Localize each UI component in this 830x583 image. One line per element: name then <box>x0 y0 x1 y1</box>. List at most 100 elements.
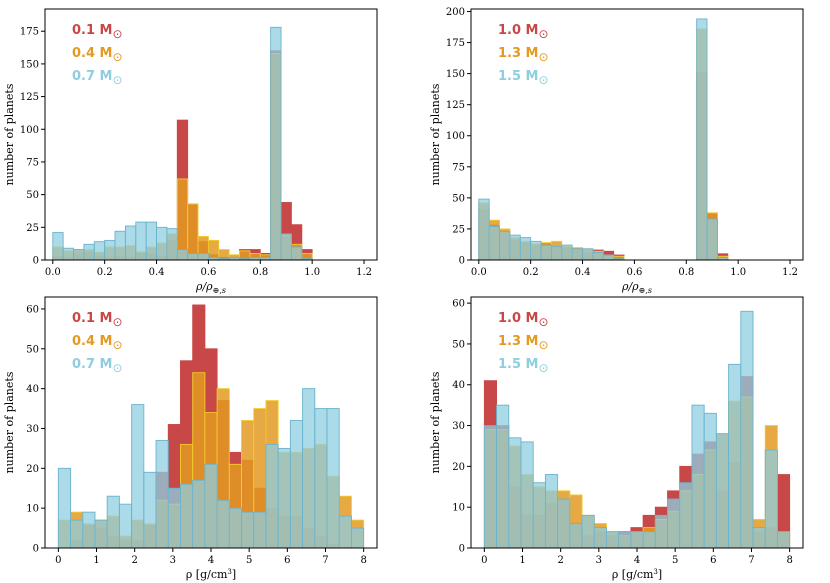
bar-blue-7 <box>143 471 157 548</box>
bar-orange-12 <box>176 178 189 260</box>
bar-blue-3 <box>509 234 521 260</box>
x-axis-label: ρ/ρ⊕,s <box>621 280 652 295</box>
bar-blue-1 <box>70 519 84 548</box>
series-blue <box>478 18 729 260</box>
bar-blue-23 <box>716 257 729 260</box>
bar-blue-10 <box>156 226 168 260</box>
series-blue <box>57 388 365 548</box>
x-axis-label: ρ/ρ⊕,s <box>195 280 226 295</box>
y-tick-label: 40 <box>452 380 465 391</box>
bar-blue-21 <box>314 408 328 548</box>
panel-top-right: 0.0 0.2 0.4 0.6 0.8 1.0 1.2 0 25 50 75 100 125 150 175… <box>429 7 804 295</box>
bar-blue-11 <box>592 252 604 260</box>
bar-blue-6 <box>131 404 145 548</box>
bar-blue-7 <box>124 225 137 260</box>
y-tick-label: 150 <box>20 59 39 70</box>
bar-blue-6 <box>114 230 126 260</box>
panel-bottom-left: 0 1 2 3 4 5 6 7 8 0 10 20 30 40 50 60 ρ [g/cm3] number of… <box>3 296 378 581</box>
y-axis-label: number of planets <box>429 83 442 185</box>
bar-blue-10 <box>606 531 620 548</box>
x-tick-label: 4 <box>208 555 214 566</box>
bar-blue-19 <box>289 420 304 548</box>
legend: 0.1 M⊙ 0.4 M⊙ 0.7 M⊙ <box>72 23 123 87</box>
y-tick-label: 75 <box>26 157 39 168</box>
y-tick-label: 150 <box>446 69 465 80</box>
legend-entry-red: 1.0 M⊙ <box>498 23 549 41</box>
bar-blue-22 <box>280 233 292 260</box>
bar-blue-4 <box>519 237 532 260</box>
bar-blue-3 <box>83 243 95 260</box>
x-tick-label: 5 <box>246 555 252 566</box>
bar-blue-18 <box>703 412 717 548</box>
bar-blue-5 <box>118 503 133 548</box>
bar-blue-0 <box>483 425 498 548</box>
y-tick-label: 0 <box>459 256 465 267</box>
bar-blue-15 <box>241 511 255 548</box>
y-tick-label: 30 <box>452 421 465 432</box>
panel-top-left: 0.0 0.2 0.4 0.6 0.8 1.0 1.2 0 25 50 75 100 125 150 175… <box>3 8 378 295</box>
x-tick-label: 0.4 <box>575 267 591 278</box>
y-tick-label: 0 <box>33 544 39 555</box>
y-tick-label: 100 <box>20 125 39 136</box>
bar-blue-21 <box>696 18 708 260</box>
bar-blue-9 <box>593 527 607 548</box>
bar-blue-22 <box>706 218 718 260</box>
legend-entry-red: 0.1 M⊙ <box>72 23 123 41</box>
legend-entry-blue: 0.7 M⊙ <box>72 357 123 375</box>
x-tick-label: 0.0 <box>471 267 487 278</box>
bar-blue-3 <box>94 519 108 548</box>
bar-blue-0 <box>57 467 72 548</box>
x-tick-label: 6 <box>710 555 716 566</box>
bar-blue-8 <box>135 221 147 260</box>
y-tick-label: 20 <box>26 464 39 475</box>
bar-blue-2 <box>508 437 522 548</box>
bar-blue-1 <box>488 225 500 260</box>
legend-entry-orange: 0.4 M⊙ <box>72 46 123 64</box>
x-tick-label: 0.6 <box>626 267 642 278</box>
y-tick-label: 50 <box>452 193 465 204</box>
bar-blue-19 <box>715 433 730 548</box>
x-axis-label: ρ [g/cm3] <box>612 568 662 581</box>
bar-blue-11 <box>166 228 178 260</box>
bar-blue-5 <box>530 240 542 260</box>
y-axis-label: number of planets <box>429 371 442 473</box>
bar-blue-13 <box>642 531 656 548</box>
y-tick-label: 50 <box>26 344 39 355</box>
x-tick-label: 8 <box>786 555 792 566</box>
series-red <box>478 71 729 260</box>
axes-frame <box>470 8 804 261</box>
bar-blue-20 <box>302 388 316 548</box>
x-tick-label: 3 <box>596 555 602 566</box>
bar-blue-6 <box>557 498 571 548</box>
x-tick-label: 1.0 <box>730 267 746 278</box>
y-axis-label: number of planets <box>3 83 16 185</box>
bar-blue-1 <box>496 404 510 548</box>
x-tick-label: 3 <box>170 555 176 566</box>
y-axis-label: number of planets <box>3 371 16 473</box>
x-tick-label: 1.2 <box>782 267 798 278</box>
bar-blue-3 <box>520 441 534 548</box>
bar-blue-8 <box>155 439 169 548</box>
x-tick-label: 0.8 <box>252 267 268 278</box>
x-tick-label: 0.6 <box>200 267 216 278</box>
bar-blue-17 <box>691 404 705 548</box>
bar-blue-24 <box>350 527 365 548</box>
panel-bottom-right: 0 1 2 3 4 5 6 7 8 0 10 20 30 40 50 60 ρ [g/cm3] number of… <box>429 296 804 581</box>
x-tick-label: 2 <box>557 555 563 566</box>
bar-blue-4 <box>532 482 546 548</box>
bar-blue-22 <box>326 408 340 548</box>
y-tick-label: 60 <box>26 304 39 315</box>
bar-blue-0 <box>52 232 64 260</box>
x-tick-label: 4 <box>634 555 640 566</box>
legend: 1.0 M⊙ 1.3 M⊙ 1.5 M⊙ <box>498 311 549 375</box>
bar-blue-0 <box>478 198 490 260</box>
bar-blue-23 <box>764 449 778 548</box>
x-tick-label: 7 <box>322 555 328 566</box>
bar-blue-23 <box>338 515 352 548</box>
bar-blue-12 <box>602 254 615 260</box>
y-tick-label: 125 <box>446 100 465 111</box>
bars-bottom-right <box>483 310 791 548</box>
x-tick-label: 1.2 <box>356 267 372 278</box>
x-tick-label: 8 <box>360 555 366 566</box>
x-tick-label: 0.8 <box>678 267 694 278</box>
